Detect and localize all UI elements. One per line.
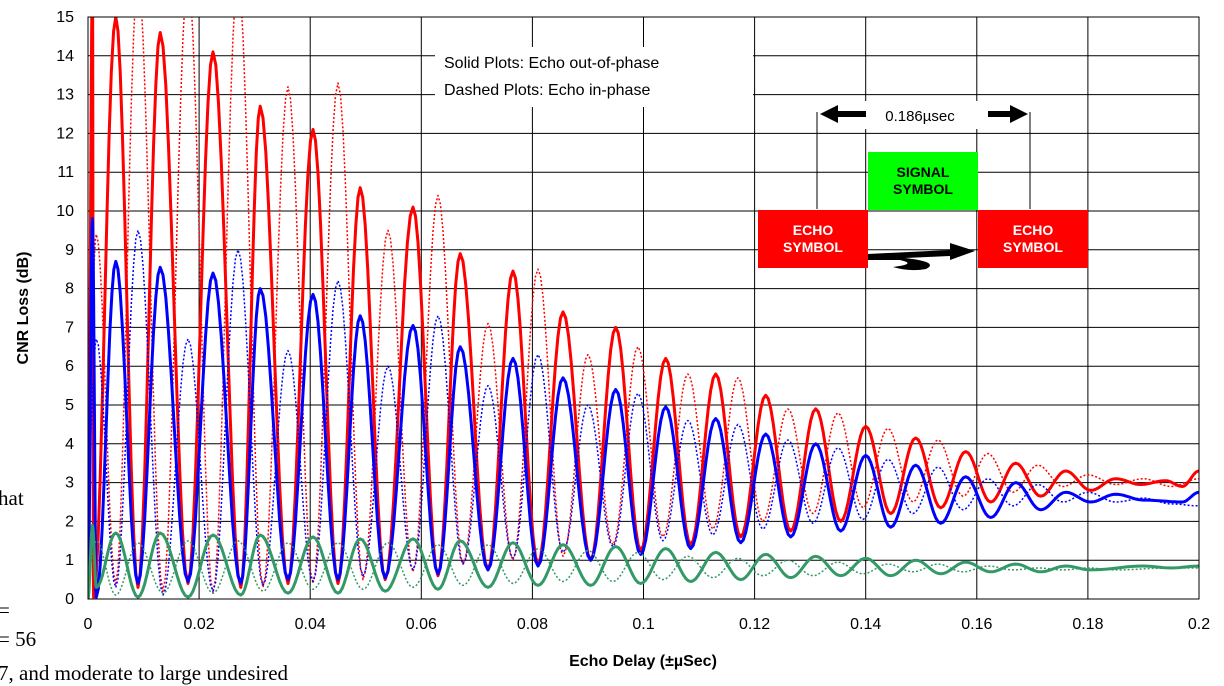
x-tick-label: 0.14 [850,616,881,633]
series-line-1 [88,17,1199,594]
y-tick-label: 6 [65,358,74,375]
echo-swap-arrow-icon [868,243,975,271]
x-tick-label: 0 [84,616,93,633]
signal-symbol-line1: SIGNAL [896,164,950,180]
signal-symbol-line2: SYMBOL [893,181,953,197]
x-tick-label: 0.08 [517,616,548,633]
x-tick-label: 0.04 [295,616,326,633]
echo-symbol-left-box: ECHO SYMBOL [758,210,868,268]
legend-dashed-label: Dashed Plots: Echo in-phase [444,82,651,99]
y-tick-label: 14 [56,48,74,65]
x-axis-label: Echo Delay (±µSec) [569,653,717,670]
echo-inset-diagram: 0.186µsec [816,101,1031,271]
y-tick-label: 13 [56,87,74,104]
y-tick-label: 12 [56,125,74,142]
background-text-3: = 56 [0,627,37,651]
y-tick-label: 8 [65,281,74,298]
y-tick-label: 10 [56,203,74,220]
x-tick-label: 0.2 [1188,616,1210,633]
echo-left-line2: SYMBOL [783,239,843,255]
x-tick-labels: 0 0.02 0.04 0.06 0.08 0.1 0.12 0.14 0.16 0.18 0.2 [84,616,1211,633]
y-tick-label: 11 [57,164,74,181]
x-tick-label: 0.12 [739,616,770,633]
echo-left-line1: ECHO [792,222,834,238]
signal-symbol-box: SIGNAL SYMBOL [868,152,978,210]
delay-label: 0.186µsec [885,108,955,125]
y-axis-label: CNR Loss (dB) [15,252,32,365]
y-tick-label: 4 [65,436,74,453]
echo-right-line1: ECHO [1012,222,1054,238]
legend: Solid Plots: Echo out-of-phase Dashed Pl… [435,47,753,107]
series-line-3 [88,229,1199,596]
x-tick-label: 0.02 [184,616,215,633]
y-tick-label: 2 [65,513,74,530]
legend-solid-label: Solid Plots: Echo out-of-phase [444,55,660,72]
x-tick-label: 0.16 [961,616,992,633]
plot-frame [87,16,1200,600]
series-line-5 [88,540,1199,596]
y-tick-label: 15 [56,9,74,26]
y-tick-label: 1 [65,552,74,569]
x-tick-label: 0.06 [406,616,437,633]
y-tick-label: 7 [65,319,74,336]
y-tick-label: 5 [65,397,74,414]
x-tick-label: 0.18 [1072,616,1103,633]
arrow-left-icon [820,105,866,123]
arrow-right-icon [988,105,1028,123]
echo-right-line2: SYMBOL [1003,239,1063,255]
y-tick-label: 3 [65,475,74,492]
echo-symbol-right-box: ECHO SYMBOL [978,210,1088,268]
series-line-2 [88,217,1199,599]
x-tick-label: 0.1 [632,616,654,633]
chart-series [88,17,1199,599]
delay-label-bg [863,101,985,129]
background-text-2: = [0,598,10,622]
background-text-1: hat [0,486,24,510]
y-tick-label: 9 [65,242,74,259]
y-tick-label: 0 [65,591,74,608]
